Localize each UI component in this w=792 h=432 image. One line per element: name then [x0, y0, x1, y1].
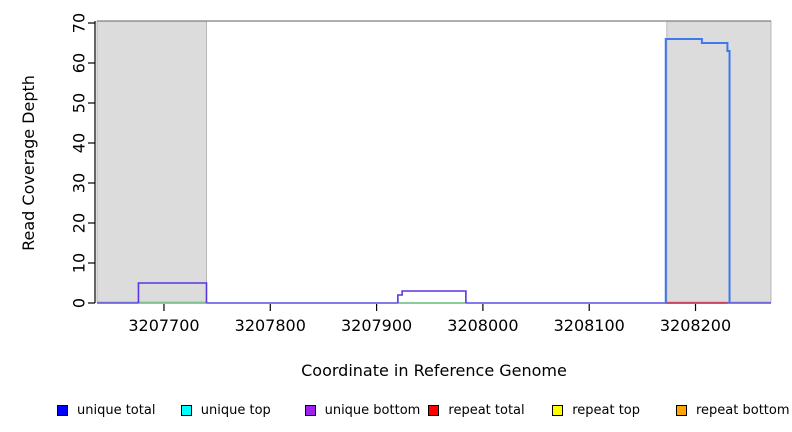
legend-label: repeat bottom [696, 402, 790, 418]
x-tick-label: 3208100 [554, 316, 625, 335]
legend-label: unique bottom [324, 402, 421, 418]
legend-swatch-unique-bottom [304, 404, 316, 416]
series-unique-bottom [137, 282, 208, 303]
shaded-region [666, 20, 772, 303]
legend-swatch-repeat-bottom [676, 404, 687, 416]
legend-item-unique-bottom: unique bottom [304, 399, 421, 421]
y-tick-label: 50 [70, 93, 89, 113]
y-tick-label: 40 [70, 133, 89, 153]
plot-layer: 0 10 20 30 40 50 60 70 3207700 3207800 3207900 3208… [70, 13, 772, 335]
legend-item-unique-total: unique total [57, 399, 155, 421]
x-tick-label: 3208000 [447, 316, 518, 335]
legend-label: unique top [200, 402, 271, 418]
legend-label: repeat top [572, 402, 640, 418]
chart-canvas: 0 10 20 30 40 50 60 70 3207700 3207800 3207900 3208… [19, 13, 772, 380]
y-tick-label: 20 [70, 213, 89, 233]
series-unique-bottom [397, 290, 467, 303]
y-tick-label: 10 [70, 253, 89, 273]
legend-item-unique-top: unique top [180, 399, 271, 421]
legend-swatch-repeat-total [428, 404, 440, 416]
y-tick-label: 30 [70, 173, 89, 193]
series-unique-total [664, 38, 731, 303]
x-tick-label: 3208200 [660, 316, 731, 335]
y-tick-label: 70 [70, 13, 89, 33]
y-tick-label: 60 [70, 53, 89, 73]
legend-item-repeat-top: repeat top [552, 399, 640, 421]
shaded-region [96, 20, 207, 303]
x-tick-label: 3207800 [235, 316, 306, 335]
legend-swatch-unique-top [180, 404, 192, 416]
legend-item-repeat-total: repeat total [428, 399, 525, 421]
legend-swatch-repeat-top [552, 404, 564, 416]
x-tick-label: 3207900 [341, 316, 412, 335]
legend-label: repeat total [448, 402, 525, 418]
legend-item-repeat-bottom: repeat bottom [676, 399, 790, 421]
legend-label: unique total [77, 402, 156, 418]
chart-legend: unique total unique top unique bottom repea… [0, 399, 792, 427]
x-axis-title: Coordinate in Reference Genome [301, 361, 567, 380]
y-axis-title: Read Coverage Depth [19, 75, 38, 251]
legend-swatch-unique-total [57, 404, 68, 416]
x-tick-label: 3207700 [128, 316, 199, 335]
y-tick-label: 0 [70, 298, 89, 308]
